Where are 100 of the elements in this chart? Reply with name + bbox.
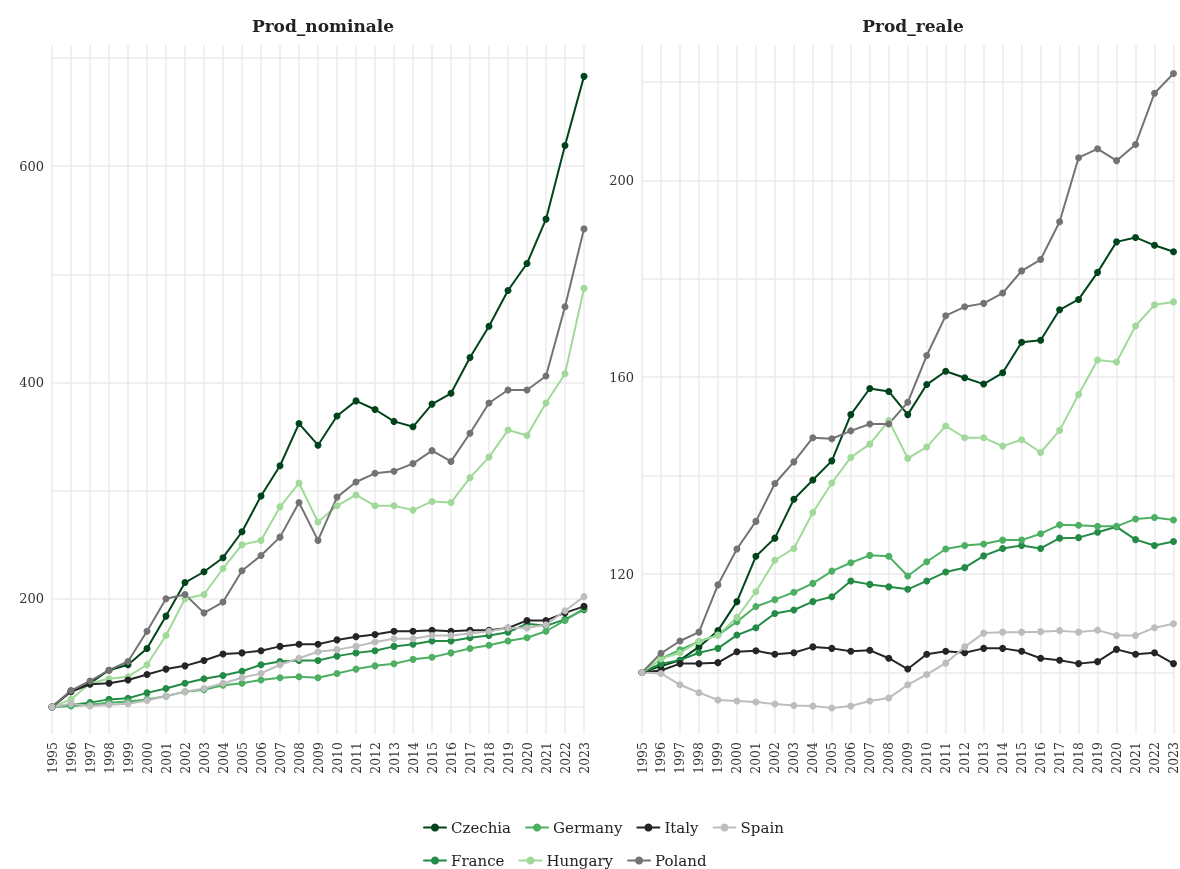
point (466, 645, 474, 653)
point (1075, 295, 1083, 303)
point (885, 552, 893, 560)
point (942, 545, 950, 553)
point (257, 552, 265, 560)
point (390, 627, 398, 635)
point (314, 648, 322, 656)
point (181, 579, 189, 587)
point (1056, 627, 1064, 635)
point (733, 613, 741, 621)
x-tick-label: 1996 (63, 741, 79, 774)
point (885, 654, 893, 662)
point (752, 588, 760, 596)
point (942, 568, 950, 576)
point (1056, 521, 1064, 529)
point (1037, 530, 1045, 538)
point (1018, 536, 1026, 544)
point (866, 420, 874, 428)
point (257, 536, 265, 544)
point (809, 702, 817, 710)
point (790, 588, 798, 596)
point (333, 502, 341, 510)
point (219, 565, 227, 573)
point (923, 650, 931, 658)
point (790, 701, 798, 709)
x-tick-label: 2018 (1071, 741, 1087, 774)
point (523, 259, 531, 267)
legend-label: Czechia (451, 818, 512, 837)
point (733, 598, 741, 606)
point (904, 572, 912, 580)
legend-label: France (451, 851, 505, 869)
point (390, 642, 398, 650)
point (1037, 256, 1045, 264)
legend-label: Poland (655, 851, 707, 869)
point (1037, 654, 1045, 662)
point (143, 645, 151, 653)
point (276, 642, 284, 650)
point (714, 644, 722, 652)
point (1170, 660, 1177, 668)
point (1113, 645, 1121, 653)
point (961, 649, 969, 657)
point (828, 435, 836, 443)
point (790, 606, 798, 614)
point (143, 627, 151, 635)
legend-label: Germany (553, 818, 623, 837)
point (580, 72, 588, 80)
x-tick-label: 1996 (653, 741, 669, 774)
point (1113, 157, 1121, 165)
point (980, 629, 988, 637)
point (1094, 145, 1102, 153)
point (561, 142, 569, 150)
point (790, 495, 798, 503)
point (409, 635, 417, 643)
x-tick-label: 2016 (1033, 741, 1049, 774)
point (733, 648, 741, 656)
x-tick-label: 2011 (938, 742, 954, 774)
point (657, 649, 665, 657)
point (1037, 628, 1045, 636)
chart-title: Prod_nominale (251, 15, 395, 36)
point (809, 643, 817, 651)
point (390, 635, 398, 643)
x-tick-label: 2014 (995, 741, 1011, 774)
point (809, 434, 817, 442)
point (809, 598, 817, 606)
point (523, 431, 531, 439)
point (371, 406, 379, 414)
point (1018, 436, 1026, 444)
point (1170, 70, 1177, 78)
point (847, 647, 855, 655)
point (904, 665, 912, 673)
point (1113, 238, 1121, 246)
x-tick-label: 2015 (424, 742, 440, 774)
point (904, 411, 912, 419)
point (162, 595, 170, 603)
point (1113, 632, 1121, 640)
point (314, 674, 322, 682)
point (771, 596, 779, 604)
point (1132, 536, 1140, 544)
point (238, 528, 246, 536)
point (1132, 322, 1140, 330)
point (866, 580, 874, 588)
point (428, 632, 436, 640)
point (695, 660, 703, 668)
point (1056, 218, 1064, 226)
x-tick-label: 2013 (976, 741, 992, 774)
point (980, 380, 988, 388)
point (752, 603, 760, 611)
x-tick-label: 1995 (44, 742, 60, 774)
point (999, 644, 1007, 652)
x-tick-label: 2021 (1128, 742, 1144, 774)
point (923, 443, 931, 451)
point (1151, 89, 1159, 97)
x-tick-label: 2005 (824, 742, 840, 774)
point (961, 434, 969, 442)
point (162, 685, 170, 693)
point (1037, 544, 1045, 552)
point (276, 462, 284, 470)
point (371, 630, 379, 638)
point (409, 627, 417, 635)
x-tick-label: 2003 (196, 741, 212, 774)
